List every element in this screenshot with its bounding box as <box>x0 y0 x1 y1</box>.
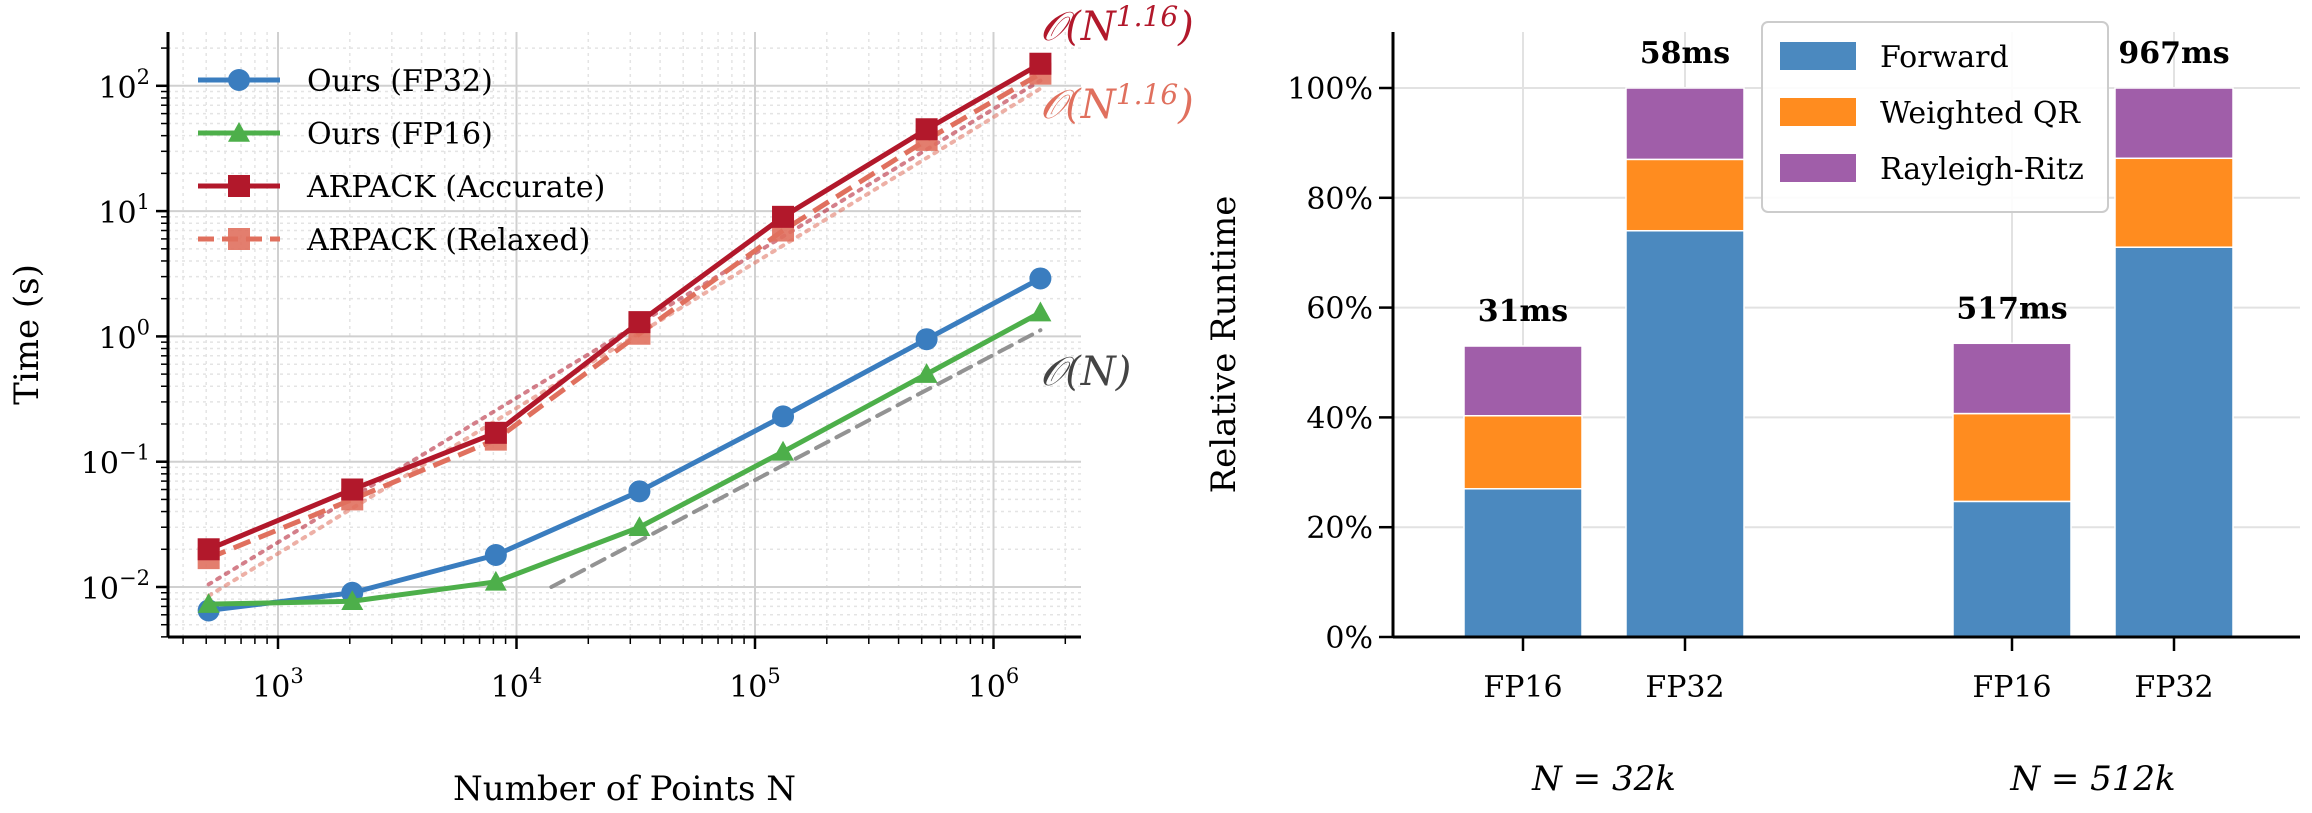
annotation-relaxed-complexity: 𝒪(N1.16) <box>1040 78 1194 128</box>
data-point <box>228 122 250 142</box>
series-arpack-accurate- <box>197 52 1052 561</box>
bar-segment-weighted-qr <box>2114 157 2234 248</box>
data-point <box>341 590 364 611</box>
data-point <box>915 363 938 383</box>
y-tick-label: 100 <box>98 315 150 356</box>
legend-label: Ours (FP32) <box>307 64 493 99</box>
data-point <box>341 478 364 501</box>
bar-segment-weighted-qr <box>1463 415 1583 490</box>
bar-segment-rayleigh-ritz <box>1463 345 1583 417</box>
y-axis-label: Time (s) <box>7 264 47 405</box>
x-tick-label: 106 <box>968 664 1020 705</box>
legend-label: ARPACK (Accurate) <box>306 170 605 205</box>
legend-swatch <box>1780 42 1856 70</box>
x-tick-label: FP32 <box>2134 670 2213 705</box>
data-point <box>628 311 651 334</box>
data-point <box>915 118 938 141</box>
y-tick-label: 80% <box>1306 182 1373 217</box>
y-tick-label: 40% <box>1306 401 1373 436</box>
y-tick-label: 100% <box>1287 72 1373 107</box>
data-point <box>484 421 507 444</box>
data-point <box>915 328 938 351</box>
bar-segment-rayleigh-ritz <box>2114 87 2234 160</box>
legend-label: Weighted QR <box>1880 96 2081 131</box>
data-point <box>1029 267 1052 290</box>
data-point <box>197 593 220 613</box>
bar-segment-rayleigh-ritz <box>1952 342 2072 415</box>
group-label: N = 512k <box>2009 759 2175 799</box>
legend-swatch <box>1780 98 1856 126</box>
data-point <box>484 544 507 567</box>
legend-label: ARPACK (Relaxed) <box>306 223 590 258</box>
y-axis-label: Relative Runtime <box>1204 196 1244 494</box>
x-tick-label: FP16 <box>1483 670 1562 705</box>
data-point <box>197 538 220 561</box>
bar-segment-forward <box>1952 500 2072 638</box>
bar-total-label: 517ms <box>1956 291 2067 326</box>
y-tick-label: 60% <box>1306 292 1373 327</box>
y-tick-label: 10−2 <box>81 566 150 607</box>
x-tick-label: FP16 <box>1972 670 2051 705</box>
y-tick-label: 0% <box>1325 621 1373 656</box>
legend-label: Rayleigh-Ritz <box>1880 152 2084 187</box>
data-point <box>228 228 250 250</box>
y-tick-label: 102 <box>98 65 150 106</box>
reference-line <box>549 328 1043 589</box>
data-point <box>1029 301 1052 322</box>
legend-label: Forward <box>1880 40 2009 75</box>
data-point <box>228 69 250 91</box>
right-chart-relative-runtime: 0% 20% 40% 60% 80% 100% 31ms FP16 58ms FP32 517ms F… <box>1204 21 2300 799</box>
bar-segment-forward <box>2114 246 2234 638</box>
x-tick-label: 103 <box>252 664 304 705</box>
left-chart-runtime-scaling: 103 104 105 106 10−2 10−1 100 101 102 𝒪(N1.16) 𝒪(N… <box>7 0 1194 809</box>
bar-segment-weighted-qr <box>1625 158 1745 232</box>
annotation-accurate-complexity: 𝒪(N1.16) <box>1040 0 1194 50</box>
y-tick-label: 20% <box>1306 511 1373 546</box>
bar-segment-weighted-qr <box>1952 412 2072 503</box>
legend: Forward Weighted QR Rayleigh-Ritz <box>1761 21 2109 213</box>
group-label: N = 32k <box>1531 759 1676 799</box>
data-point <box>484 570 507 591</box>
reference-line <box>206 86 1043 598</box>
y-tick-label: 10−1 <box>81 441 150 482</box>
bar-total-label: 58ms <box>1640 36 1730 71</box>
data-point <box>1029 52 1052 75</box>
bar-total-label: 967ms <box>2118 36 2229 71</box>
data-point <box>772 440 795 461</box>
data-point <box>228 175 250 197</box>
series-ours-fp16- <box>197 301 1052 613</box>
series-line <box>208 276 1042 613</box>
legend-label: Ours (FP16) <box>307 117 493 152</box>
bar-segment-forward <box>1463 488 1583 638</box>
data-point <box>772 205 795 228</box>
bar-segment-forward <box>1625 229 1745 638</box>
x-axis-label: Number of Points N <box>453 769 796 809</box>
y-tick-label: 101 <box>98 190 150 231</box>
data-point <box>628 516 651 537</box>
series-ours-fp32- <box>197 267 1052 622</box>
data-point <box>628 480 651 503</box>
legend-swatch <box>1780 154 1856 182</box>
annotation-linear-complexity: 𝒪(N) <box>1040 349 1131 395</box>
x-tick-label: 105 <box>729 664 781 705</box>
bar-total-label: 31ms <box>1478 294 1568 329</box>
x-tick-label: 104 <box>491 664 543 705</box>
bar-segment-rayleigh-ritz <box>1625 87 1745 161</box>
data-point <box>772 405 795 428</box>
x-tick-label: FP32 <box>1645 670 1724 705</box>
